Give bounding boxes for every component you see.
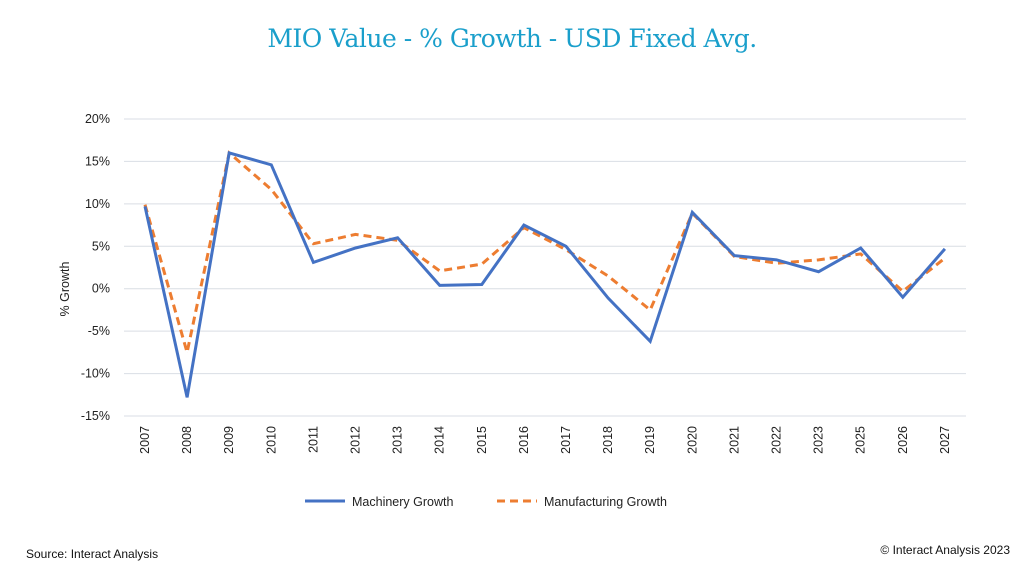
x-tick-label: 2013 (391, 426, 405, 454)
y-tick-label: 15% (85, 154, 110, 168)
y-tick-label: 20% (85, 112, 110, 126)
y-tick-label: -10% (81, 367, 110, 381)
x-tick-label: 2017 (559, 426, 573, 454)
y-tick-label: 0% (92, 282, 110, 296)
legend-label: Machinery Growth (352, 495, 453, 509)
x-tick-label: 2018 (601, 426, 615, 454)
series-lines (143, 150, 947, 398)
chart-title: MIO Value - % Growth - USD Fixed Avg. (267, 24, 757, 53)
y-tick-label: 5% (92, 239, 110, 253)
x-tick-label: 2007 (138, 426, 152, 454)
x-tick-label: 2025 (854, 426, 868, 454)
source-note: Source: Interact Analysis (26, 547, 159, 561)
x-tick-label: 2019 (643, 426, 657, 454)
x-tick-label: 2023 (812, 426, 826, 454)
x-tick-label: 2026 (896, 426, 910, 454)
x-tick-label: 2016 (517, 426, 531, 454)
x-tick-label: 2015 (475, 426, 489, 454)
series-line-machinery-growth (143, 151, 947, 398)
copyright-note: © Interact Analysis 2023 (880, 543, 1010, 557)
x-tick-label: 2008 (180, 426, 194, 454)
legend-label: Manufacturing Growth (544, 495, 667, 509)
x-tick-label: 2022 (770, 426, 784, 454)
x-tick-label: 2010 (264, 426, 278, 454)
gridlines (124, 118, 966, 417)
legend: Machinery Growth Manufacturing Growth (305, 495, 667, 509)
x-tick-label: 2020 (685, 426, 699, 454)
x-tick-label: 2021 (727, 426, 741, 454)
y-axis-label: % Growth (58, 262, 72, 317)
x-tick-label: 2027 (938, 426, 952, 454)
x-tick-label: 2009 (222, 426, 236, 454)
x-tick-label: 2011 (306, 426, 320, 453)
x-axis-ticks: 2007 2008 2009 2010 2011 2012 2013 2014 2015 2016… (138, 426, 952, 454)
series-line-manufacturing-growth (143, 150, 946, 353)
x-tick-label: 2014 (433, 426, 447, 454)
y-tick-label: -15% (81, 409, 110, 423)
x-tick-label: 2012 (349, 426, 363, 454)
y-tick-label: 10% (85, 197, 110, 211)
y-tick-label: -5% (88, 324, 110, 338)
y-axis-ticks: -15% -10% -5% 0% 5% 10% 15% 20% (81, 112, 110, 423)
